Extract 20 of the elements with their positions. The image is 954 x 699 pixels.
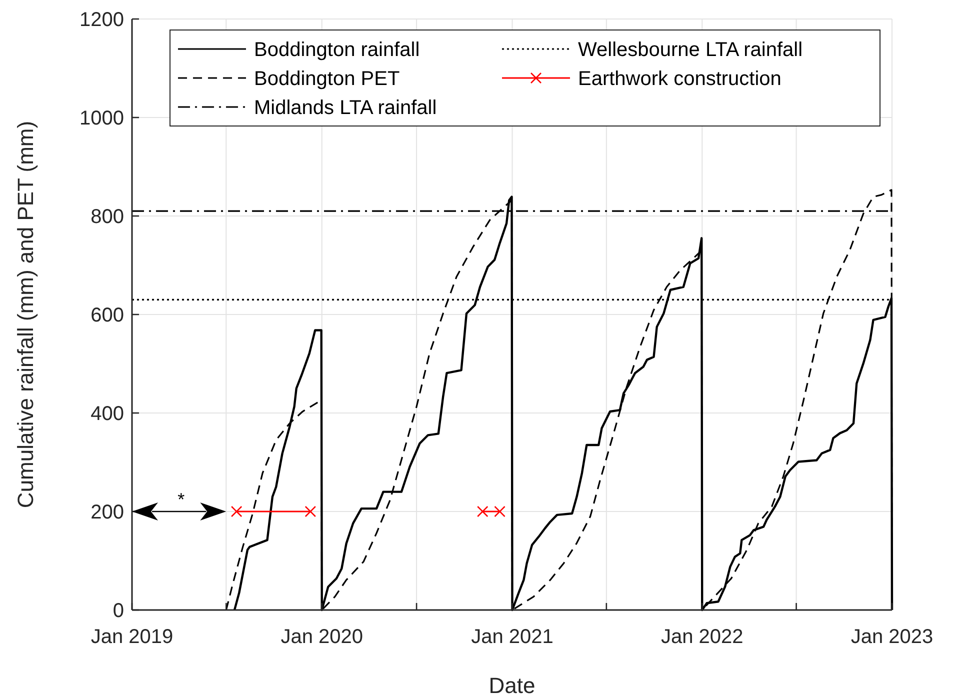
x-tick-label: Jan 2022 [660, 626, 744, 648]
x-axis-title: Date [488, 673, 536, 698]
x-tick-label: Jan 2020 [280, 626, 364, 648]
legend-label: Wellesbourne LTA rainfall [578, 39, 803, 61]
legend-label: Boddington rainfall [254, 39, 420, 61]
x-tick-label: Jan 2021 [471, 626, 554, 648]
y-axis-title: Cumulative rainfall (mm) and PET (mm) [13, 120, 38, 508]
y-tick-label: 600 [90, 304, 124, 326]
y-tick-label: 1000 [80, 108, 124, 130]
annotation: * [178, 490, 185, 510]
legend-label: Midlands LTA rainfall [254, 97, 437, 119]
x-tick-label: Jan 2023 [850, 626, 934, 648]
y-tick-label: 0 [112, 600, 124, 622]
y-tick-label: 800 [90, 206, 124, 228]
legend-label: Boddington PET [254, 68, 400, 90]
y-tick-label: 400 [90, 403, 124, 425]
x-tick-label: Jan 2019 [90, 626, 174, 648]
legend-label: Earthwork construction [578, 68, 782, 90]
y-tick-label: 1200 [80, 9, 124, 31]
y-tick-label: 200 [90, 502, 124, 524]
